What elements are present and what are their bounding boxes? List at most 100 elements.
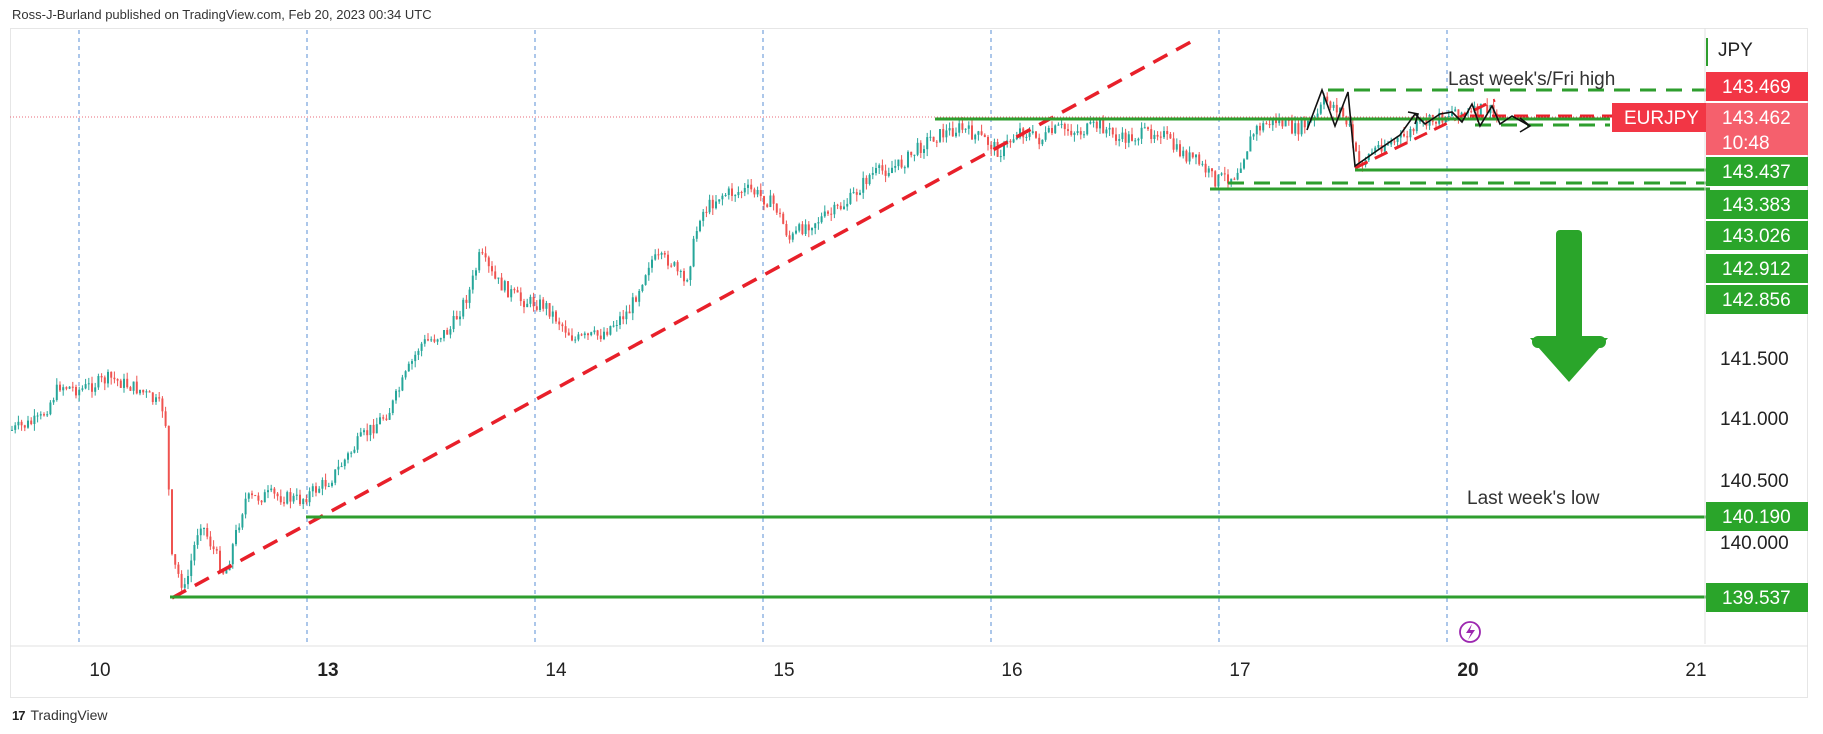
candle-body [1479, 103, 1482, 116]
candle-body [94, 387, 97, 392]
uptrend-line-recent [1354, 98, 1496, 170]
candle-body [375, 424, 378, 434]
candle-body [1271, 117, 1274, 126]
candle-body [1124, 132, 1127, 143]
candle-body [891, 167, 893, 173]
candle-body [100, 376, 103, 378]
candle-body [827, 211, 829, 214]
candle-body [766, 204, 769, 207]
candle-body [481, 252, 484, 254]
candle-body [615, 325, 618, 326]
currency-label: JPY [1718, 40, 1753, 61]
candle-body [692, 238, 695, 267]
candle-body [849, 192, 852, 204]
candle-body [715, 201, 717, 209]
candle-body [1108, 127, 1111, 130]
candle-body [1236, 172, 1239, 180]
candle-body [1457, 109, 1460, 119]
candle-body [1067, 129, 1069, 131]
candle-body [436, 339, 439, 342]
candle-body [561, 324, 564, 327]
candle-body [1054, 125, 1057, 134]
candle-body [1060, 123, 1063, 125]
candle-body [167, 425, 170, 490]
candle-body [1294, 123, 1297, 134]
candle-body [945, 130, 948, 138]
candle-body [523, 301, 525, 308]
candle-body [526, 303, 529, 308]
candle-body [142, 389, 145, 393]
candle-body [577, 334, 580, 340]
candle-body [299, 494, 301, 505]
candle-body [116, 379, 119, 381]
candle-body [763, 196, 765, 205]
candle-body [420, 343, 423, 351]
candle-body [1079, 131, 1082, 135]
candle-body [1047, 128, 1050, 133]
candle-body [1252, 134, 1255, 137]
candle-body [119, 380, 122, 388]
candle-body [59, 384, 61, 391]
candle-body [558, 321, 561, 325]
candle-body [1089, 122, 1092, 124]
candle-body [1150, 129, 1153, 139]
candle-body [475, 270, 477, 276]
candle-body [206, 528, 209, 537]
candle-body [1092, 121, 1095, 123]
footer-brand[interactable]: 17 TradingView [12, 707, 108, 723]
candle-body [401, 377, 404, 391]
x-tick: 20 [1457, 660, 1478, 681]
candle-body [103, 377, 106, 384]
candle-body [350, 452, 353, 454]
price-label-143469-bg [1706, 72, 1808, 101]
candle-body [353, 449, 356, 453]
x-tick: 16 [1001, 660, 1022, 681]
candle-body [1028, 132, 1031, 137]
candle-body [43, 414, 45, 416]
candle-body [1009, 140, 1012, 143]
candle-body [1207, 168, 1210, 173]
candle-body [494, 271, 497, 279]
candle-body [433, 339, 436, 342]
candle-body [286, 492, 289, 504]
x-tick: 10 [89, 660, 110, 681]
price-label-143469: 143.469 [1722, 77, 1791, 98]
candle-body [327, 485, 330, 487]
candle-body [443, 330, 445, 339]
candle-body [535, 306, 538, 310]
candle-body [846, 203, 849, 207]
candle-body [1406, 136, 1409, 138]
candle-body [814, 223, 817, 229]
candle-body [1249, 136, 1252, 152]
candle-body [507, 281, 509, 298]
candle-body [1422, 120, 1425, 122]
candle-body [145, 391, 148, 393]
candle-body [859, 192, 861, 195]
candle-body [379, 417, 381, 425]
candle-body [1396, 137, 1399, 142]
candle-body [1297, 123, 1300, 135]
candle-body [363, 430, 365, 433]
candle-body [372, 424, 375, 434]
candle-body [1227, 174, 1229, 184]
candle-body [321, 480, 324, 489]
candle-body [718, 199, 721, 202]
symbol-tag-bg [1612, 103, 1706, 132]
candle-body [171, 489, 173, 555]
candle-body [529, 296, 532, 304]
candle-body [459, 316, 461, 320]
candle-body [1281, 120, 1284, 127]
candle-body [990, 144, 993, 150]
candle-body [84, 384, 87, 389]
candle-body [673, 262, 676, 266]
candle-body [1086, 123, 1089, 135]
candle-body [135, 381, 138, 394]
candle-body [833, 204, 836, 215]
candle-body [1070, 130, 1073, 135]
lightning-icon[interactable] [1459, 621, 1481, 643]
candle-body [263, 492, 266, 503]
candle-body [958, 123, 961, 133]
x-tick: 13 [317, 660, 338, 681]
annotation-week-low: Last week's low [1467, 488, 1600, 509]
